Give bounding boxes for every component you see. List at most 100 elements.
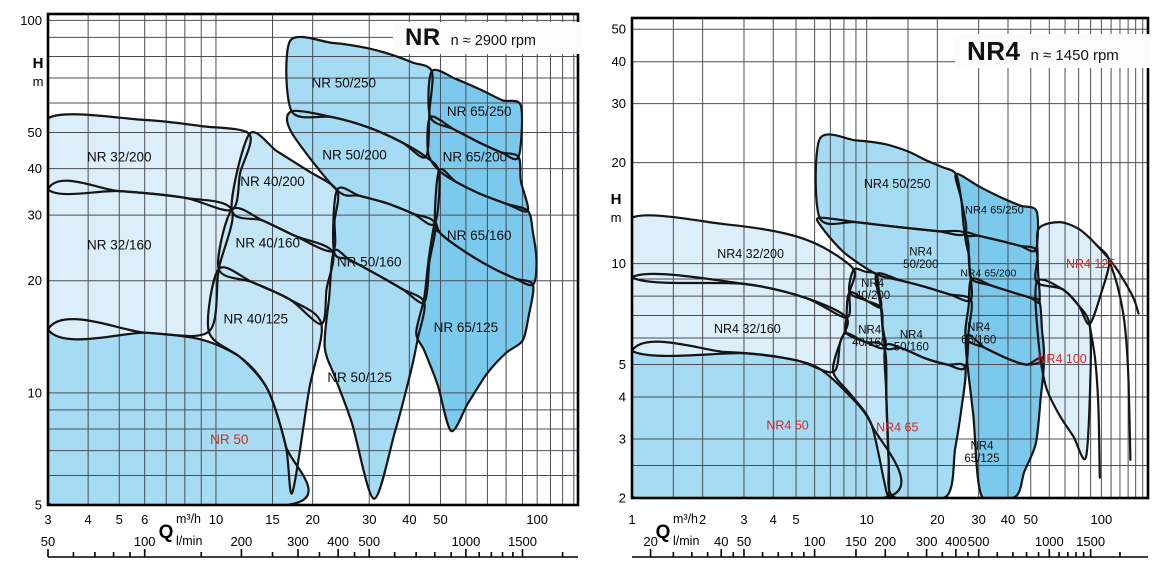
region-label-nr4-50: NR4 50 (766, 418, 808, 432)
y-tick-2: 2 (619, 491, 626, 506)
y-tick-4: 4 (619, 390, 626, 405)
series-name: NR4 (967, 36, 1021, 66)
region-label-nr4-100: NR4 100 (1037, 352, 1086, 366)
x-tick-m3h-100: 100 (1091, 512, 1113, 527)
x-tick-m3h-10: 10 (859, 512, 873, 527)
y-axis-symbol: H (611, 191, 622, 208)
x-tick-m3h-100: 100 (526, 512, 548, 527)
region-label-nr-50: NR 50 (210, 432, 248, 447)
region-outline-nr4-65-125 (964, 333, 1045, 498)
x-tick-lmin-500: 500 (968, 534, 990, 549)
x-tick-lmin-300: 300 (287, 534, 309, 549)
region-fill-nr-40-200 (231, 132, 339, 252)
x-tick-m3h-20: 20 (305, 512, 319, 527)
x-tick-m3h-1: 1 (628, 512, 635, 527)
nr4-125-curve-descent (1108, 259, 1132, 461)
plot-area (48, 14, 578, 505)
x-tick-m3h-50: 50 (1023, 512, 1037, 527)
region-outline-nr4-50-200 (815, 216, 974, 303)
region-label-nr-32-200: NR 32/200 (87, 150, 152, 165)
region-label-nr-40-160: NR 40/160 (236, 235, 301, 250)
y-tick-50: 50 (612, 22, 626, 37)
region-label-nr-65-160: NR 65/160 (447, 228, 512, 243)
x-tick-m3h-5: 5 (792, 512, 799, 527)
x-tick-lmin-400: 400 (327, 534, 349, 549)
x-axis-unit-primary: m³/h (176, 512, 201, 526)
x-tick-m3h-3: 3 (740, 512, 747, 527)
region-outline-nr-32-200 (48, 113, 252, 212)
x-tick-m3h-2: 2 (699, 512, 706, 527)
region-fill-nr-65-250 (428, 69, 522, 160)
region-outline-nr-40-160 (217, 206, 335, 326)
region-outline-nr4-40-125 (831, 332, 891, 498)
y-tick-20: 20 (28, 273, 42, 288)
x-tick-m3h-40: 40 (402, 512, 416, 527)
y-axis-symbol: H (33, 55, 44, 72)
x-tick-lmin-1500: 1500 (1076, 534, 1105, 549)
y-tick-30: 30 (612, 96, 626, 111)
x-tick-m3h-50: 50 (433, 512, 447, 527)
region-fill-nr4-50-125 (884, 344, 966, 498)
region-label-nr-50-160: NR 50/160 (337, 254, 402, 269)
region-fill-nr4-40-125 (832, 333, 890, 497)
y-axis-labels: 100 50 40 30 20 10 5 Hm (20, 13, 43, 513)
region-fill-nr4-50-250 (815, 134, 967, 236)
region-label-nr-40-200: NR 40/200 (240, 174, 305, 189)
x-tick-m3h-20: 20 (930, 512, 944, 527)
y-tick-40: 40 (28, 161, 42, 176)
x-tick-m3h-4: 4 (85, 512, 92, 527)
region-label-nr4-32-200: NR4 32/200 (717, 247, 784, 261)
region-labels: NR4 50 NR4 32/200 NR4 32/160 NR4 40/200 NR4 40… (714, 177, 1115, 465)
region-label-nr-40-125: NR 40/125 (223, 312, 288, 327)
x-tick-lmin-500: 500 (358, 534, 380, 549)
x-tick-m3h-40: 40 (1001, 512, 1015, 527)
region-outline-nr-40-125 (206, 266, 323, 495)
x-tick-lmin-1500: 1500 (508, 534, 537, 549)
region-outline-nr4-65-250 (954, 172, 1040, 253)
region-fill-nr-65-160 (434, 169, 537, 286)
grid (632, 18, 1148, 498)
y-tick-10: 10 (612, 256, 626, 271)
x-axis-symbol: Q (656, 522, 671, 543)
chart-title-left: NR n ≈ 2900 rpm (393, 22, 581, 54)
speed-note: n ≈ 1450 rpm (1030, 47, 1119, 64)
x-tick-lmin-200: 200 (231, 534, 253, 549)
x-tick-m3h-3: 3 (44, 512, 51, 527)
y-tick-10: 10 (28, 385, 42, 400)
region-label-nr-65-250: NR 65/250 (447, 104, 512, 119)
region-fill-nr-50-250 (286, 36, 433, 158)
series-name: NR (405, 24, 441, 51)
x-tick-m3h-15: 15 (265, 512, 279, 527)
region-label-nr4-50-200: NR4 50/200 (903, 247, 938, 271)
region-outline-nr-40-200 (230, 131, 340, 253)
x-tick-lmin-150: 150 (845, 534, 867, 549)
x-axis-labels: 3 4 5 6 10 15 20 30 40 50 100 50 100 200 300 400 500 1000… (41, 512, 548, 549)
y-tick-5: 5 (619, 357, 626, 372)
y-tick-100: 100 (20, 13, 42, 28)
x-tick-lmin-40: 40 (714, 534, 728, 549)
x-axis-labels: 1 2 3 4 5 10 20 30 40 50 100 20 40 50 100 150 200 300 400 5… (628, 512, 1112, 549)
region-outlines (632, 133, 1111, 498)
speed-note: n ≈ 2900 rpm (450, 33, 537, 49)
x-tick-m3h-30: 30 (971, 512, 985, 527)
y-tick-20: 20 (612, 155, 626, 170)
x-tick-lmin-200: 200 (874, 534, 896, 549)
plot-border (630, 16, 1150, 500)
y-tick-50: 50 (28, 125, 42, 140)
lmin-ruler (632, 549, 1148, 558)
y-tick-5: 5 (35, 498, 42, 513)
x-axis-symbol: Q (159, 522, 174, 543)
region-outline-nr4-32-160 (632, 272, 849, 374)
x-tick-lmin-20: 20 (643, 534, 657, 549)
x-axis-unit-secondary: l/min (176, 534, 202, 548)
y-axis-labels: 50 40 30 20 10 5 4 3 2 Hm (611, 22, 626, 506)
x-tick-m3h-5: 5 (116, 512, 123, 527)
region-label-nr4-65: NR4 65 (876, 421, 918, 435)
plot-area (632, 18, 1148, 498)
region-fill-nr4-65-125 (965, 335, 1044, 498)
region-fill-nr-50-125 (324, 249, 425, 499)
region-label-nr4-40-160: NR4 40/160 (852, 324, 887, 348)
region-fill-nr-40-160 (218, 207, 334, 325)
chart-nr: NR 50 NR 32/200 NR 32/160 NR 40/200 NR 40/16… (20, 12, 580, 558)
